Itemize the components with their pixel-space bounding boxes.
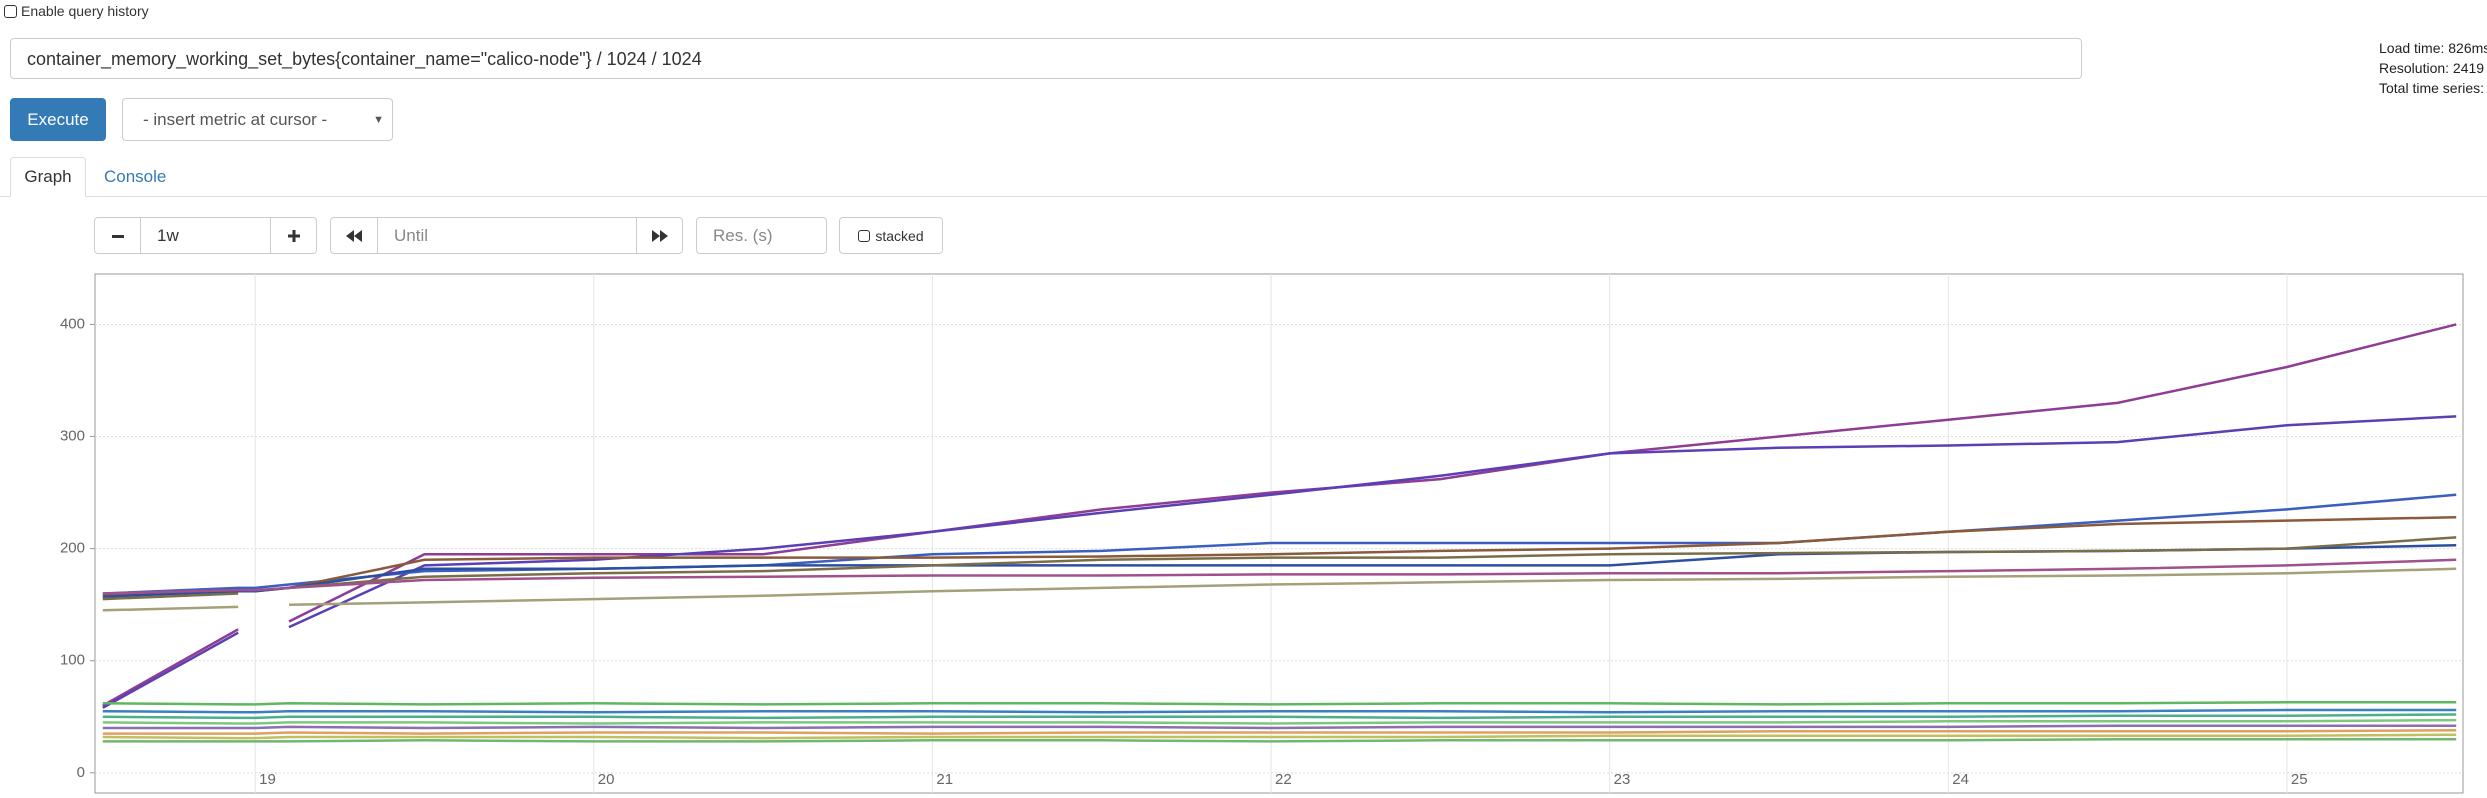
- range-input[interactable]: 1w: [140, 217, 271, 254]
- series-line: [102, 700, 2457, 706]
- series-line: [102, 558, 2457, 595]
- chart: 0 100 200 300 400 19 20 21 22 23 24 25: [60, 273, 2464, 794]
- metric-select[interactable]: - insert metric at cursor - ▼: [122, 98, 393, 141]
- series-line: [102, 737, 2457, 743]
- series-line: [102, 536, 2457, 601]
- icon: [651, 229, 668, 242]
- range-plus[interactable]: [270, 217, 317, 254]
- y-tick-label: 400: [60, 315, 85, 332]
- x-tick-label: 22: [1275, 771, 1292, 788]
- checkbox[interactable]: [858, 229, 871, 242]
- icon: [111, 234, 124, 238]
- total-series: Total time series:: [2379, 80, 2485, 96]
- x-tick-label: 19: [259, 771, 276, 788]
- series-line: [102, 724, 2457, 730]
- series-line: [102, 708, 2457, 714]
- tab-graph[interactable]: Graph: [10, 157, 86, 197]
- query-input[interactable]: container_memory_working_set_bytes{conta…: [10, 38, 2082, 79]
- resolution-input[interactable]: Res. (s): [696, 217, 827, 254]
- x-tick-label: 23: [1614, 771, 1631, 788]
- caret: ▼: [373, 113, 384, 126]
- y-tick-label: 300: [60, 428, 85, 445]
- series-line: [102, 718, 2457, 725]
- time-back[interactable]: [330, 217, 378, 254]
- tab-console[interactable]: Console: [104, 167, 167, 186]
- stats: Load time: 826ms Resolution: 2419 Total …: [2379, 40, 2487, 96]
- plot-area: [94, 273, 2464, 794]
- tab-rule: [0, 196, 2487, 197]
- y-tick-label: 100: [60, 652, 85, 669]
- y-tick-label: 0: [77, 764, 85, 781]
- stacked-label: stacked: [875, 227, 924, 244]
- y-tick-label: 200: [60, 540, 85, 557]
- x-tick-label: 25: [2291, 771, 2308, 788]
- history-toggle[interactable]: Enable query history: [4, 3, 149, 19]
- load-time: Load time: 826ms: [2379, 40, 2487, 56]
- execute-button[interactable]: Execute: [10, 98, 106, 141]
- x-tick-label: 24: [1952, 771, 1969, 788]
- checkbox[interactable]: [4, 4, 17, 18]
- series-line: [102, 733, 2457, 740]
- history-label: Enable query history: [21, 3, 149, 19]
- x-tick-label: 21: [936, 771, 953, 788]
- series-line: [102, 728, 2457, 735]
- time-forward[interactable]: [636, 217, 683, 254]
- series-line: [102, 713, 2457, 720]
- resolution: Resolution: 2419: [2379, 60, 2485, 76]
- icon: [287, 229, 300, 242]
- icon: [346, 229, 362, 242]
- until-input[interactable]: Until: [377, 217, 637, 254]
- stacked-toggle[interactable]: stacked: [839, 217, 943, 254]
- series-line: [102, 567, 2457, 612]
- range-minus[interactable]: [94, 217, 141, 254]
- x-tick-label: 20: [598, 771, 615, 788]
- select-label: - insert metric at cursor -: [143, 109, 328, 129]
